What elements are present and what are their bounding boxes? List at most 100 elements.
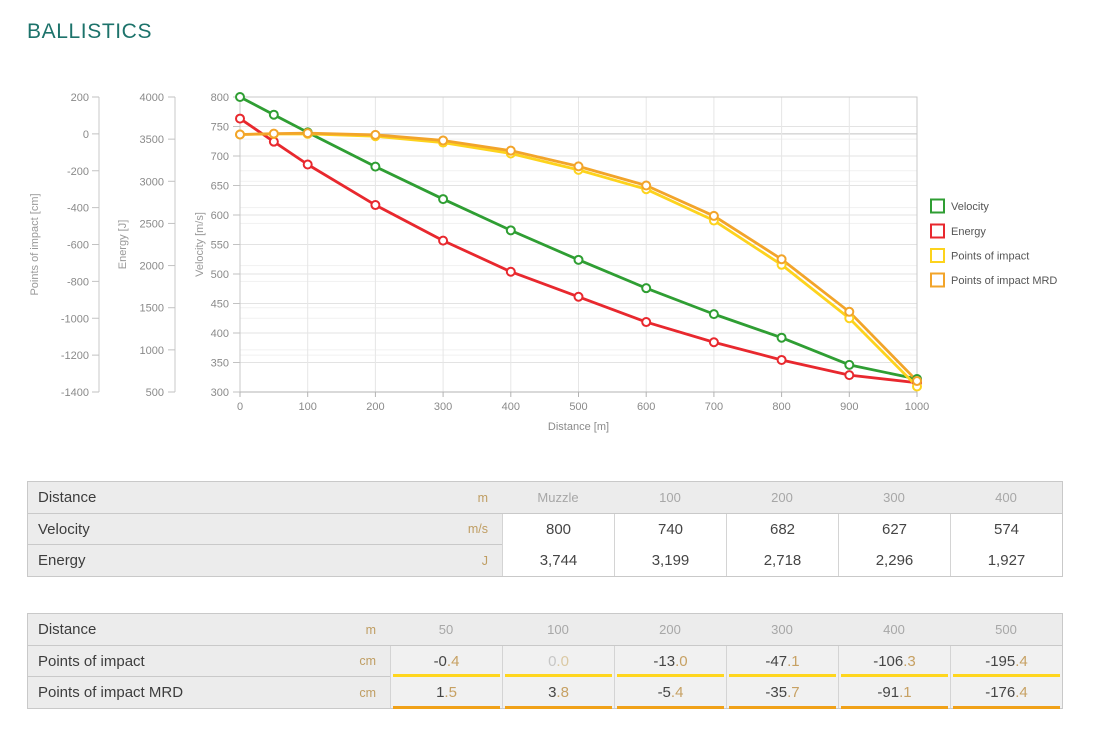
x-tick-label: 500	[569, 401, 587, 413]
velocity-data-point	[505, 225, 516, 236]
energy-axis-title: Energy [J]	[117, 220, 129, 270]
points-of-impact-mrd-data-point	[573, 161, 584, 172]
value-decimal-part: .7	[787, 684, 800, 701]
legend-swatch-icon	[930, 223, 945, 239]
value-integer-part: 0	[548, 653, 557, 670]
energy-tick-label: 500	[146, 387, 164, 399]
series-color-underline	[505, 706, 612, 709]
value-integer-part: -35	[765, 684, 788, 701]
data-row: Points of impact cm -0.4 0.0 -13.0 -47.1 -106.…	[28, 646, 1062, 677]
legend-item-velocity[interactable]: Velocity	[930, 198, 989, 214]
value-cell: 2,718	[726, 545, 838, 576]
value-integer-part: -195	[985, 653, 1016, 670]
velocity-tick-label: 750	[211, 122, 229, 134]
value-cell: 1.5	[390, 677, 502, 709]
value-cell: -176.4	[950, 677, 1062, 709]
points-of-impact-table: Distance m 50 100 200 300 400 500 Points of impa…	[27, 613, 1063, 709]
value-decimal-part: .0	[556, 653, 569, 670]
x-tick-label: 900	[840, 401, 858, 413]
value-cell: 682	[726, 514, 838, 545]
value-integer-part: -5	[657, 684, 671, 701]
energy-data-point	[302, 159, 313, 170]
value-integer-part: -13	[653, 653, 676, 670]
energy-data-point	[776, 354, 787, 365]
value-cell: -35.7	[726, 677, 838, 709]
row-label: Points of impact	[28, 646, 334, 677]
value-decimal-part: .5	[444, 684, 457, 701]
points-of-impact-mrd-line	[238, 131, 919, 383]
legend-item-points-of-impact[interactable]: Points of impact	[930, 248, 1029, 263]
row-unit: m	[365, 622, 376, 637]
velocity-tick-label: 350	[211, 358, 229, 370]
series-color-underline	[841, 674, 948, 677]
x-tick-label: 1000	[905, 401, 929, 413]
points-of-impact-mrd-data-point	[844, 306, 855, 317]
points-of-impact-mrd-data-point	[370, 129, 381, 140]
points-of-impact-mrd-data-point	[641, 180, 652, 191]
column-header: 100	[659, 490, 681, 505]
series-color-underline	[841, 706, 948, 709]
energy-data-point	[235, 113, 245, 124]
points-of-impact-mrd-data-point	[235, 129, 245, 140]
series-color-underline	[729, 706, 836, 709]
poi-axis-title: Points of impact [cm]	[29, 193, 41, 295]
poi-tick-label: 0	[83, 129, 89, 141]
row-unit: cm	[359, 685, 376, 700]
value-decimal-part: .4	[446, 653, 460, 670]
value-decimal-part: .4	[670, 684, 684, 701]
x-tick-label: 700	[705, 401, 723, 413]
column-header: 200	[659, 622, 681, 637]
value-cell: 740	[614, 514, 726, 545]
velocity-data-point	[370, 161, 381, 172]
value-integer-part: 3	[548, 684, 557, 701]
energy-data-point	[370, 200, 381, 211]
points-of-impact-mrd-data-point	[302, 128, 313, 139]
row-label: Points of impact MRD	[38, 684, 184, 701]
row-unit: J	[481, 553, 488, 568]
value-cell: -106.3	[838, 646, 950, 677]
legend-label: Energy	[951, 226, 986, 238]
velocity-tick-label: 550	[211, 240, 229, 252]
column-header: 200	[771, 490, 793, 505]
value-decimal-part: .4	[1015, 684, 1028, 701]
value-cell: -5.4	[614, 677, 726, 709]
value-decimal-part: .1	[899, 684, 912, 701]
legend-swatch-icon	[930, 248, 945, 263]
series-color-underline	[393, 674, 500, 677]
velocity-data-point	[708, 309, 719, 320]
row-label: Distance	[38, 489, 97, 506]
column-header: 100	[547, 622, 569, 637]
value-cell: 0.0	[502, 646, 614, 677]
energy-tick-label: 2000	[140, 261, 164, 273]
x-tick-label: 300	[434, 401, 452, 413]
energy-data-point	[573, 291, 584, 302]
data-row: Velocity m/s 800 740 682 627 574	[28, 514, 1062, 545]
value-integer-part: -0	[433, 653, 447, 670]
value-cell: 1,927	[950, 545, 1062, 576]
energy-data-point	[438, 235, 449, 246]
row-unit: m/s	[444, 514, 502, 545]
x-tick-label: 800	[772, 401, 790, 413]
column-header: 300	[883, 490, 905, 505]
legend-item-points-of-impact-mrd[interactable]: Points of impact MRD	[930, 272, 1057, 288]
series-color-underline	[617, 706, 724, 709]
poi-tick-label: -1400	[61, 387, 89, 399]
row-label: Energy	[38, 552, 86, 569]
value-decimal-part: .1	[787, 653, 800, 670]
legend-swatch-icon	[930, 198, 945, 214]
velocity-tick-label: 400	[211, 328, 229, 340]
value-integer-part: -176	[985, 684, 1016, 701]
legend-item-energy[interactable]: Energy	[930, 223, 986, 239]
column-header: 500	[995, 622, 1017, 637]
velocity-tick-label: 650	[211, 181, 229, 193]
value-cell: 800	[502, 514, 614, 545]
x-axis-title: Distance [m]	[548, 421, 609, 433]
value-cell: -47.1	[726, 646, 838, 677]
row-unit: cm	[334, 646, 390, 677]
legend-label: Velocity	[951, 201, 989, 213]
poi-tick-label: -600	[67, 240, 89, 252]
column-header: 50	[438, 622, 454, 637]
velocity-tick-label: 450	[211, 299, 229, 311]
value-decimal-part: .4	[1015, 653, 1028, 670]
x-tick-label: 400	[502, 401, 520, 413]
